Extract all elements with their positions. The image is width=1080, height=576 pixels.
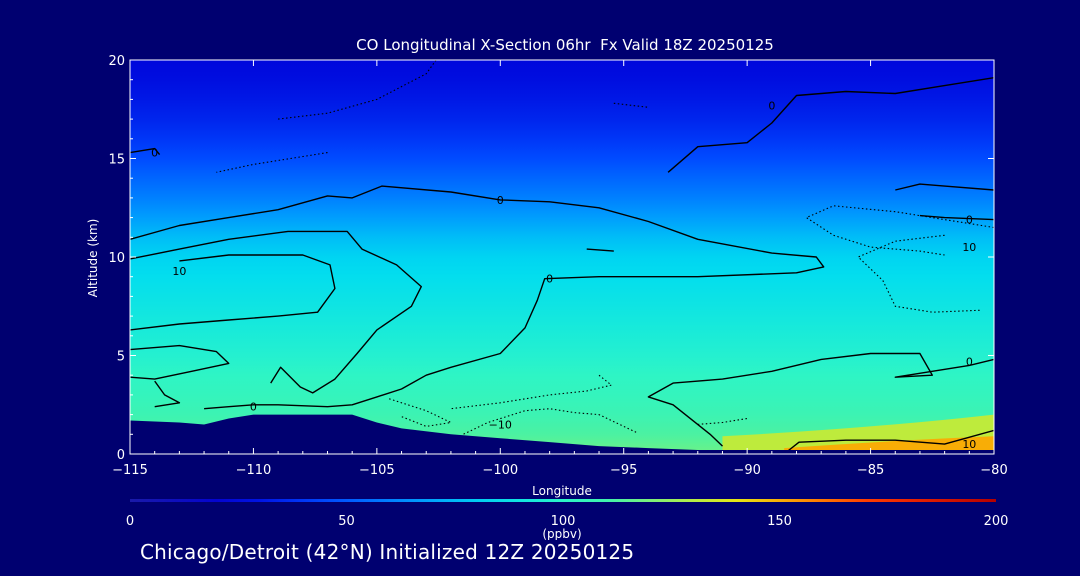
y-tick-label: 0 [117, 448, 125, 463]
contour-label: 0 [497, 194, 504, 207]
x-tick-label: −95 [610, 463, 637, 478]
surface-emission-layer [722, 414, 994, 454]
cross-section-chart: CO Longitudinal X-Section 06hr Fx Valid … [86, 36, 1009, 540]
terrain-mask [130, 414, 994, 454]
chart-title: CO Longitudinal X-Section 06hr Fx Valid … [356, 36, 774, 54]
contour-label: 10 [962, 438, 976, 451]
contour-line-0 [130, 185, 825, 410]
contour-line-6 [786, 429, 994, 453]
x-tick-label: −80 [980, 463, 1007, 478]
contour-line-4 [154, 380, 181, 408]
plot-area: 0 0 0 0 0 0 0 10 10 −10 10 [130, 60, 994, 454]
contour-label: −10 [489, 418, 512, 431]
x-tick-label: −110 [236, 463, 272, 478]
surface-orange-layer [784, 436, 994, 454]
contour-label: 0 [966, 355, 973, 368]
colorbar-label: (ppbv) [542, 527, 581, 540]
contour-line-14 [389, 398, 452, 427]
x-tick-label: −105 [359, 463, 395, 478]
colorbar-tick-label: 100 [551, 514, 576, 529]
y-tick-label: 10 [108, 251, 125, 266]
x-tick-label: −90 [733, 463, 760, 478]
contour-labels: 0 0 0 0 0 0 0 10 10 −10 10 [151, 99, 976, 451]
colorbar-tick-label: 200 [984, 514, 1009, 529]
colorbar-tick-label: 50 [338, 514, 355, 529]
contour-label: 0 [768, 99, 775, 112]
contour-line-3 [130, 344, 230, 380]
contour-label: 0 [546, 273, 553, 286]
contour-label: 0 [250, 401, 257, 414]
contour-line-12 [463, 408, 637, 435]
contour-line-1 [130, 230, 422, 394]
colorbar [130, 499, 996, 502]
contour-line-16 [216, 152, 328, 173]
contour-line-13 [450, 374, 612, 410]
y-tick-label: 15 [108, 153, 125, 168]
contour-line-2 [130, 254, 336, 331]
contour-line-7 [667, 77, 994, 173]
contour-line-11 [586, 248, 614, 252]
x-tick-label: −115 [112, 463, 148, 478]
y-tick-label: 20 [108, 54, 125, 69]
contour-label: 0 [151, 147, 158, 160]
contour-line-9 [919, 214, 994, 221]
colorbar-ticks: 0 50 100 150 200 [126, 514, 1009, 529]
contour-line-20 [805, 205, 994, 256]
contour-line-15 [278, 60, 437, 120]
co-concentration-field [130, 60, 994, 454]
contour-lines [130, 60, 994, 453]
footer-caption: Chicago/Detroit (42°N) Initialized 12Z 2… [140, 540, 635, 564]
colorbar-tick-label: 150 [767, 514, 792, 529]
contour-label: 0 [966, 214, 973, 227]
contour-line-8 [895, 183, 994, 191]
x-axis: −115 −110 −105 −100 −95 −90 −85 −80 [112, 60, 1008, 478]
x-tick-label: −85 [857, 463, 884, 478]
x-tick-label: −100 [482, 463, 518, 478]
contour-line-18 [697, 417, 748, 425]
colorbar-tick-label: 0 [126, 514, 134, 529]
y-tick-label: 5 [117, 350, 125, 365]
contour-line-10 [130, 147, 161, 156]
y-axis: 0 5 10 15 20 [108, 54, 994, 463]
contour-label: 10 [172, 265, 186, 278]
contour-line-17 [613, 102, 649, 108]
contour-label: 10 [962, 241, 976, 254]
x-axis-label: Longitude [532, 484, 592, 498]
contour-line-19 [857, 234, 982, 313]
contour-line-5 [647, 352, 994, 447]
y-axis-label: Altitude (km) [86, 219, 100, 298]
